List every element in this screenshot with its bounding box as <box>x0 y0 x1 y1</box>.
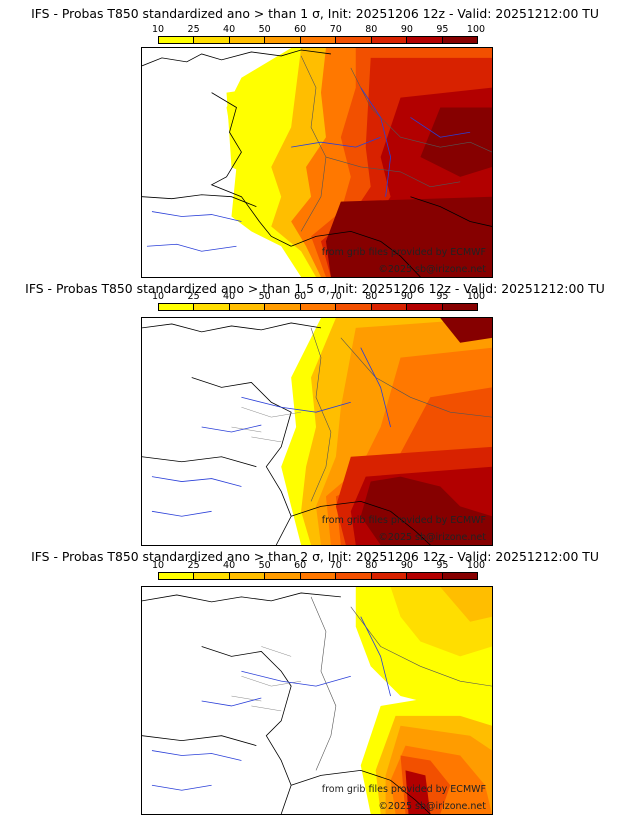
colorbar-tick: 95 <box>436 560 449 571</box>
colorbar-swatches <box>158 36 478 44</box>
colorbar-swatch <box>371 304 408 310</box>
map-panel-2: IFS - Probas T850 standardized ano > tha… <box>0 278 630 546</box>
map-graphic <box>142 587 492 814</box>
colorbar-tick: 90 <box>400 560 413 571</box>
colorbar-swatch <box>371 573 408 579</box>
colorbar-swatch <box>265 37 301 43</box>
colorbar-swatch <box>265 304 301 310</box>
credit-source: from grib files provided by ECMWF <box>321 247 486 258</box>
colorbar-tick: 80 <box>365 560 378 571</box>
colorbar-tick: 95 <box>436 291 449 302</box>
probability-map: from grib files provided by ECMWF ©2025 … <box>141 47 493 278</box>
panel-title: IFS - Probas T850 standardized ano > tha… <box>31 6 599 21</box>
map-panel-1: IFS - Probas T850 standardized ano > tha… <box>0 0 630 278</box>
colorbar-tick: 90 <box>400 291 413 302</box>
colorbar-tick: 10 <box>151 291 165 302</box>
colorbar-tick: 70 <box>329 291 342 302</box>
probability-map: from grib files provided by ECMWF ©2025 … <box>141 317 493 546</box>
credit-copyright: ©2025 sb@irizone.net <box>378 264 486 275</box>
colorbar-tick: 100 <box>466 24 486 35</box>
colorbar-tick: 100 <box>466 560 486 571</box>
credit-copyright: ©2025 sb@irizone.net <box>378 801 486 812</box>
colorbar-tick: 25 <box>187 291 200 302</box>
colorbar-tick: 50 <box>258 24 271 35</box>
colorbar-swatch <box>194 37 230 43</box>
colorbar-tick: 50 <box>258 291 271 302</box>
credit-source: from grib files provided by ECMWF <box>321 515 486 526</box>
colorbar-tick: 70 <box>329 560 342 571</box>
colorbar-swatch <box>229 37 266 43</box>
colorbar-swatch <box>194 573 230 579</box>
colorbar-swatch <box>159 573 195 579</box>
colorbar-swatch <box>265 573 301 579</box>
colorbar-swatch <box>300 37 337 43</box>
colorbar-tick: 80 <box>365 291 378 302</box>
colorbar-swatch <box>159 37 195 43</box>
colorbar-swatch <box>336 573 372 579</box>
colorbar-tick: 60 <box>294 24 307 35</box>
colorbar-tick: 80 <box>365 24 378 35</box>
colorbar-tick: 10 <box>151 560 165 571</box>
colorbar-tick: 50 <box>258 560 271 571</box>
colorbar-tick: 60 <box>294 291 307 302</box>
colorbar-swatch <box>442 304 477 310</box>
colorbar-tick: 95 <box>436 24 449 35</box>
colorbar-swatch <box>407 304 443 310</box>
colorbar-tick: 25 <box>187 560 200 571</box>
colorbar-swatch <box>407 573 443 579</box>
colorbar-tick: 100 <box>466 291 486 302</box>
colorbar-tick: 40 <box>223 560 236 571</box>
colorbar-tick: 90 <box>400 24 413 35</box>
colorbar-swatch <box>442 573 477 579</box>
panel-title: IFS - Probas T850 standardized ano > tha… <box>31 549 599 564</box>
colorbar-swatch <box>336 37 372 43</box>
colorbar-swatch <box>407 37 443 43</box>
colorbar-swatches <box>158 572 478 580</box>
colorbar-swatch <box>229 573 266 579</box>
colorbar-tick: 60 <box>294 560 307 571</box>
colorbar-swatch <box>300 573 337 579</box>
colorbar-swatch <box>194 304 230 310</box>
panel-title: IFS - Probas T850 standardized ano > tha… <box>25 281 605 296</box>
probability-map: from grib files provided by ECMWF ©2025 … <box>141 586 493 815</box>
credit-copyright: ©2025 sb@irizone.net <box>378 532 486 543</box>
map-graphic <box>142 318 492 545</box>
colorbar-tick: 70 <box>329 24 342 35</box>
colorbar-swatch <box>442 37 477 43</box>
colorbar-swatch <box>159 304 195 310</box>
credit-source: from grib files provided by ECMWF <box>321 784 486 795</box>
colorbar-swatch <box>229 304 266 310</box>
map-panel-3: IFS - Probas T850 standardized ano > tha… <box>0 546 630 828</box>
colorbar-swatch <box>300 304 337 310</box>
colorbar-swatches <box>158 303 478 311</box>
colorbar-tick: 10 <box>151 24 165 35</box>
map-graphic <box>142 48 492 277</box>
colorbar-tick: 40 <box>223 291 236 302</box>
colorbar-swatch <box>336 304 372 310</box>
colorbar-tick: 25 <box>187 24 200 35</box>
colorbar-swatch <box>371 37 408 43</box>
colorbar-tick: 40 <box>223 24 236 35</box>
